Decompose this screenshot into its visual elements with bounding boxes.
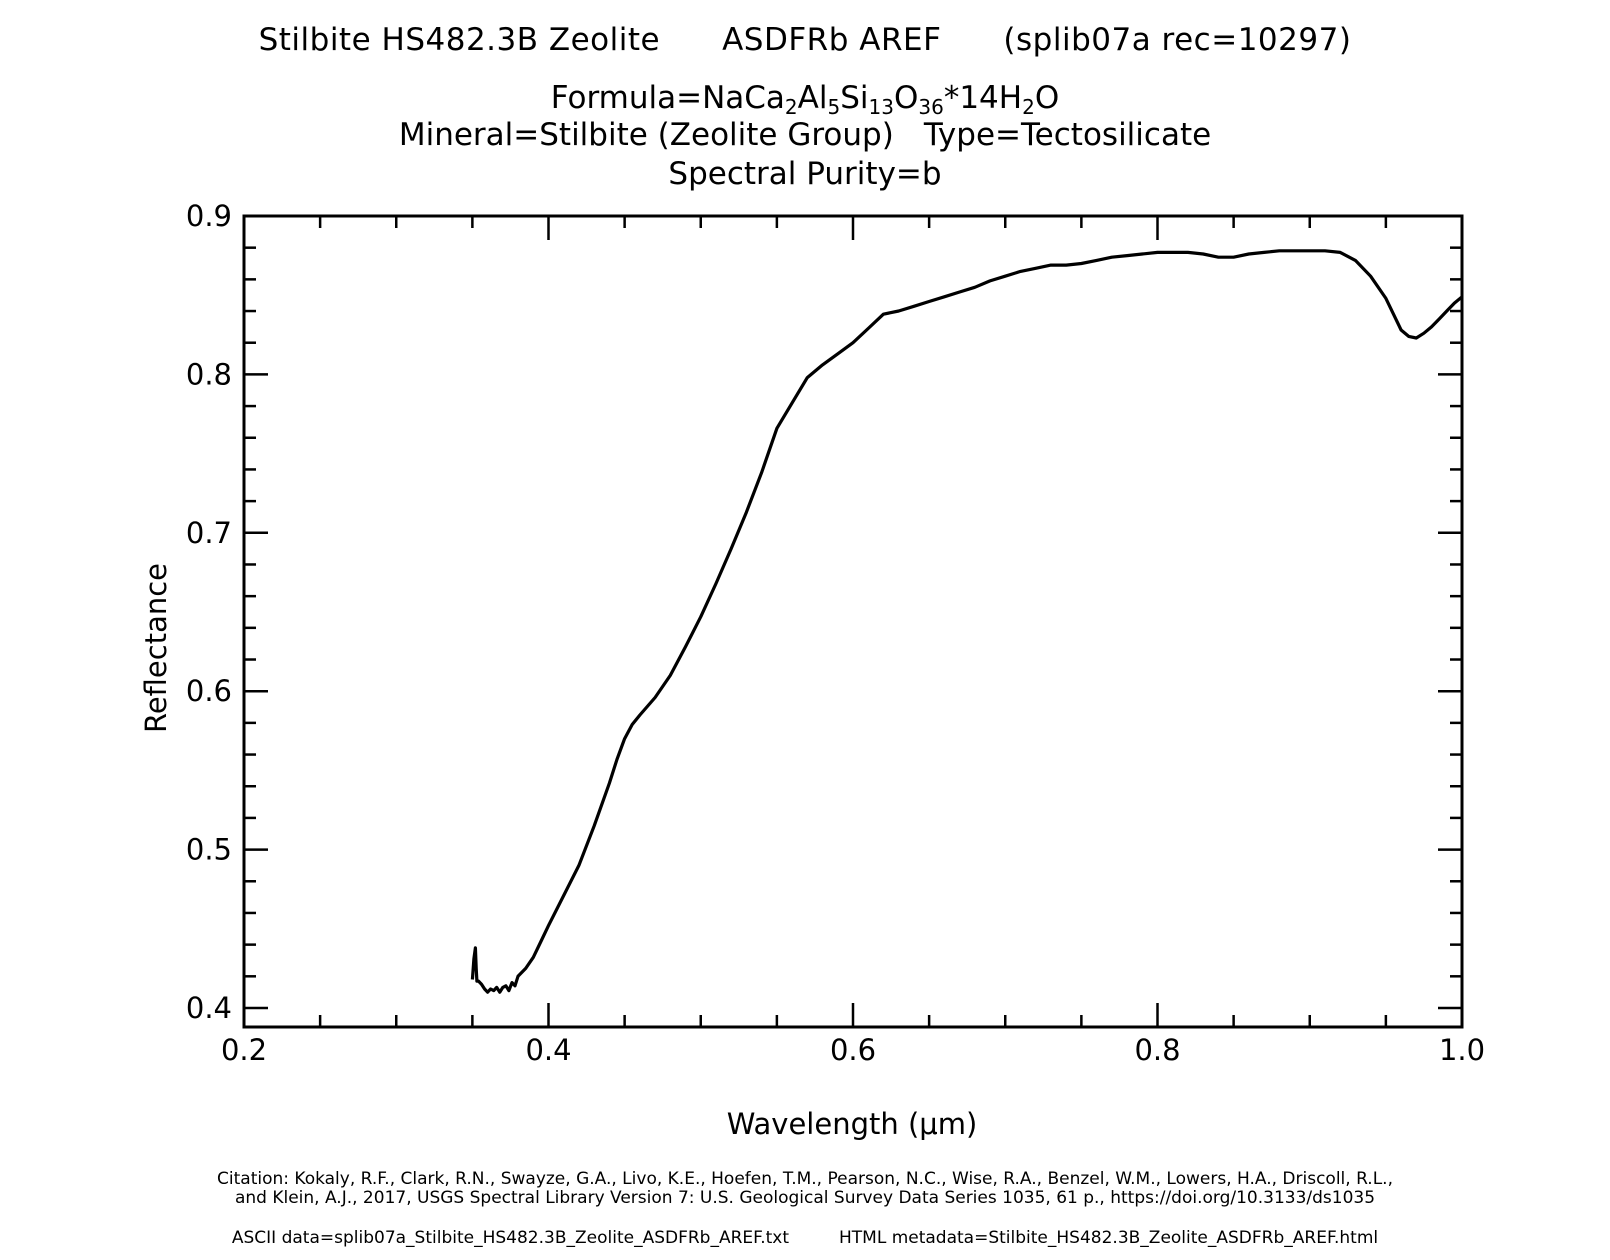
formula-subscript: 5 (827, 95, 841, 119)
formula-body: NaCa2Al5Si13O36*14H2O (702, 80, 1060, 119)
formula-part: *14H (943, 80, 1023, 116)
type-text: Type=Tectosilicate (923, 117, 1212, 153)
x-tick-label: 1.0 (1439, 1033, 1485, 1067)
formula-subscript: 2 (784, 95, 798, 119)
spectral-purity: Spectral Purity=b (668, 156, 942, 192)
formula-line: Formula=NaCa2Al5Si13O36*14H2O (0, 80, 1610, 119)
x-axis-label: Wavelength (μm) (727, 1107, 978, 1141)
formula-prefix: Formula= (550, 80, 703, 116)
y-tick-label: 0.9 (186, 199, 232, 233)
x-tick-label: 0.2 (221, 1033, 267, 1067)
citation-line-1: Citation: Kokaly, R.F., Clark, R.N., Swa… (217, 1169, 1393, 1189)
mineral-text: Mineral=Stilbite (Zeolite Group) (398, 117, 894, 153)
tick-labels: 0.2 0.4 0.6 0.8 1.0 0.4 0.5 0.6 0.7 0.8 0.9 (186, 199, 1485, 1067)
formula-part: O (893, 80, 919, 116)
html-metadata-file: HTML metadata=Stilbite_HS482.3B_Zeolite_… (839, 1228, 1379, 1248)
x-tick-label: 0.6 (830, 1033, 876, 1067)
mineral-line: Mineral=Stilbite (Zeolite Group) Type=Tec… (0, 117, 1610, 153)
spectrum-line (470, 249, 1464, 994)
formula-part: Si (840, 80, 869, 116)
chart-title: Stilbite HS482.3B Zeolite ASDFRb AREF (spl… (0, 22, 1610, 58)
y-axis-label: Reflectance (139, 563, 173, 733)
y-tick-label: 0.6 (186, 674, 232, 708)
formula-part: NaCa (702, 80, 785, 116)
y-tick-label: 0.4 (186, 991, 232, 1025)
formula-subscript: 2 (1022, 95, 1035, 119)
ascii-data-file: ASCII data=splib07a_Stilbite_HS482.3B_Ze… (231, 1228, 789, 1248)
formula-part: Al (797, 80, 828, 116)
title-instrument: ASDFRb AREF (722, 22, 942, 58)
axis-ticks (242, 214, 1464, 1027)
y-tick-label: 0.5 (186, 833, 232, 867)
formula-subscript: 13 (868, 95, 894, 119)
formula-part: O (1034, 80, 1060, 116)
data-file-references: ASCII data=splib07a_Stilbite_HS482.3B_Ze… (0, 1228, 1610, 1248)
citation: Citation: Kokaly, R.F., Clark, R.N., Swa… (0, 1170, 1610, 1208)
axes-frame (242, 214, 1464, 1029)
y-tick-label: 0.8 (186, 357, 232, 391)
y-tick-label: 0.7 (186, 516, 232, 550)
x-tick-label: 0.8 (1134, 1033, 1180, 1067)
citation-line-2: and Klein, A.J., 2017, USGS Spectral Lib… (234, 1188, 1376, 1208)
title-record: (splib07a rec=10297) (1003, 22, 1352, 58)
reflectance-plot: 0.2 0.4 0.6 0.8 1.0 0.4 0.5 0.6 0.7 0.8 0.9 Wavele… (139, 199, 1485, 1141)
title-sample: Stilbite HS482.3B Zeolite (258, 22, 661, 58)
plot-frame (242, 214, 1464, 1029)
formula-subscript: 36 (918, 95, 944, 119)
x-tick-label: 0.4 (525, 1033, 571, 1067)
